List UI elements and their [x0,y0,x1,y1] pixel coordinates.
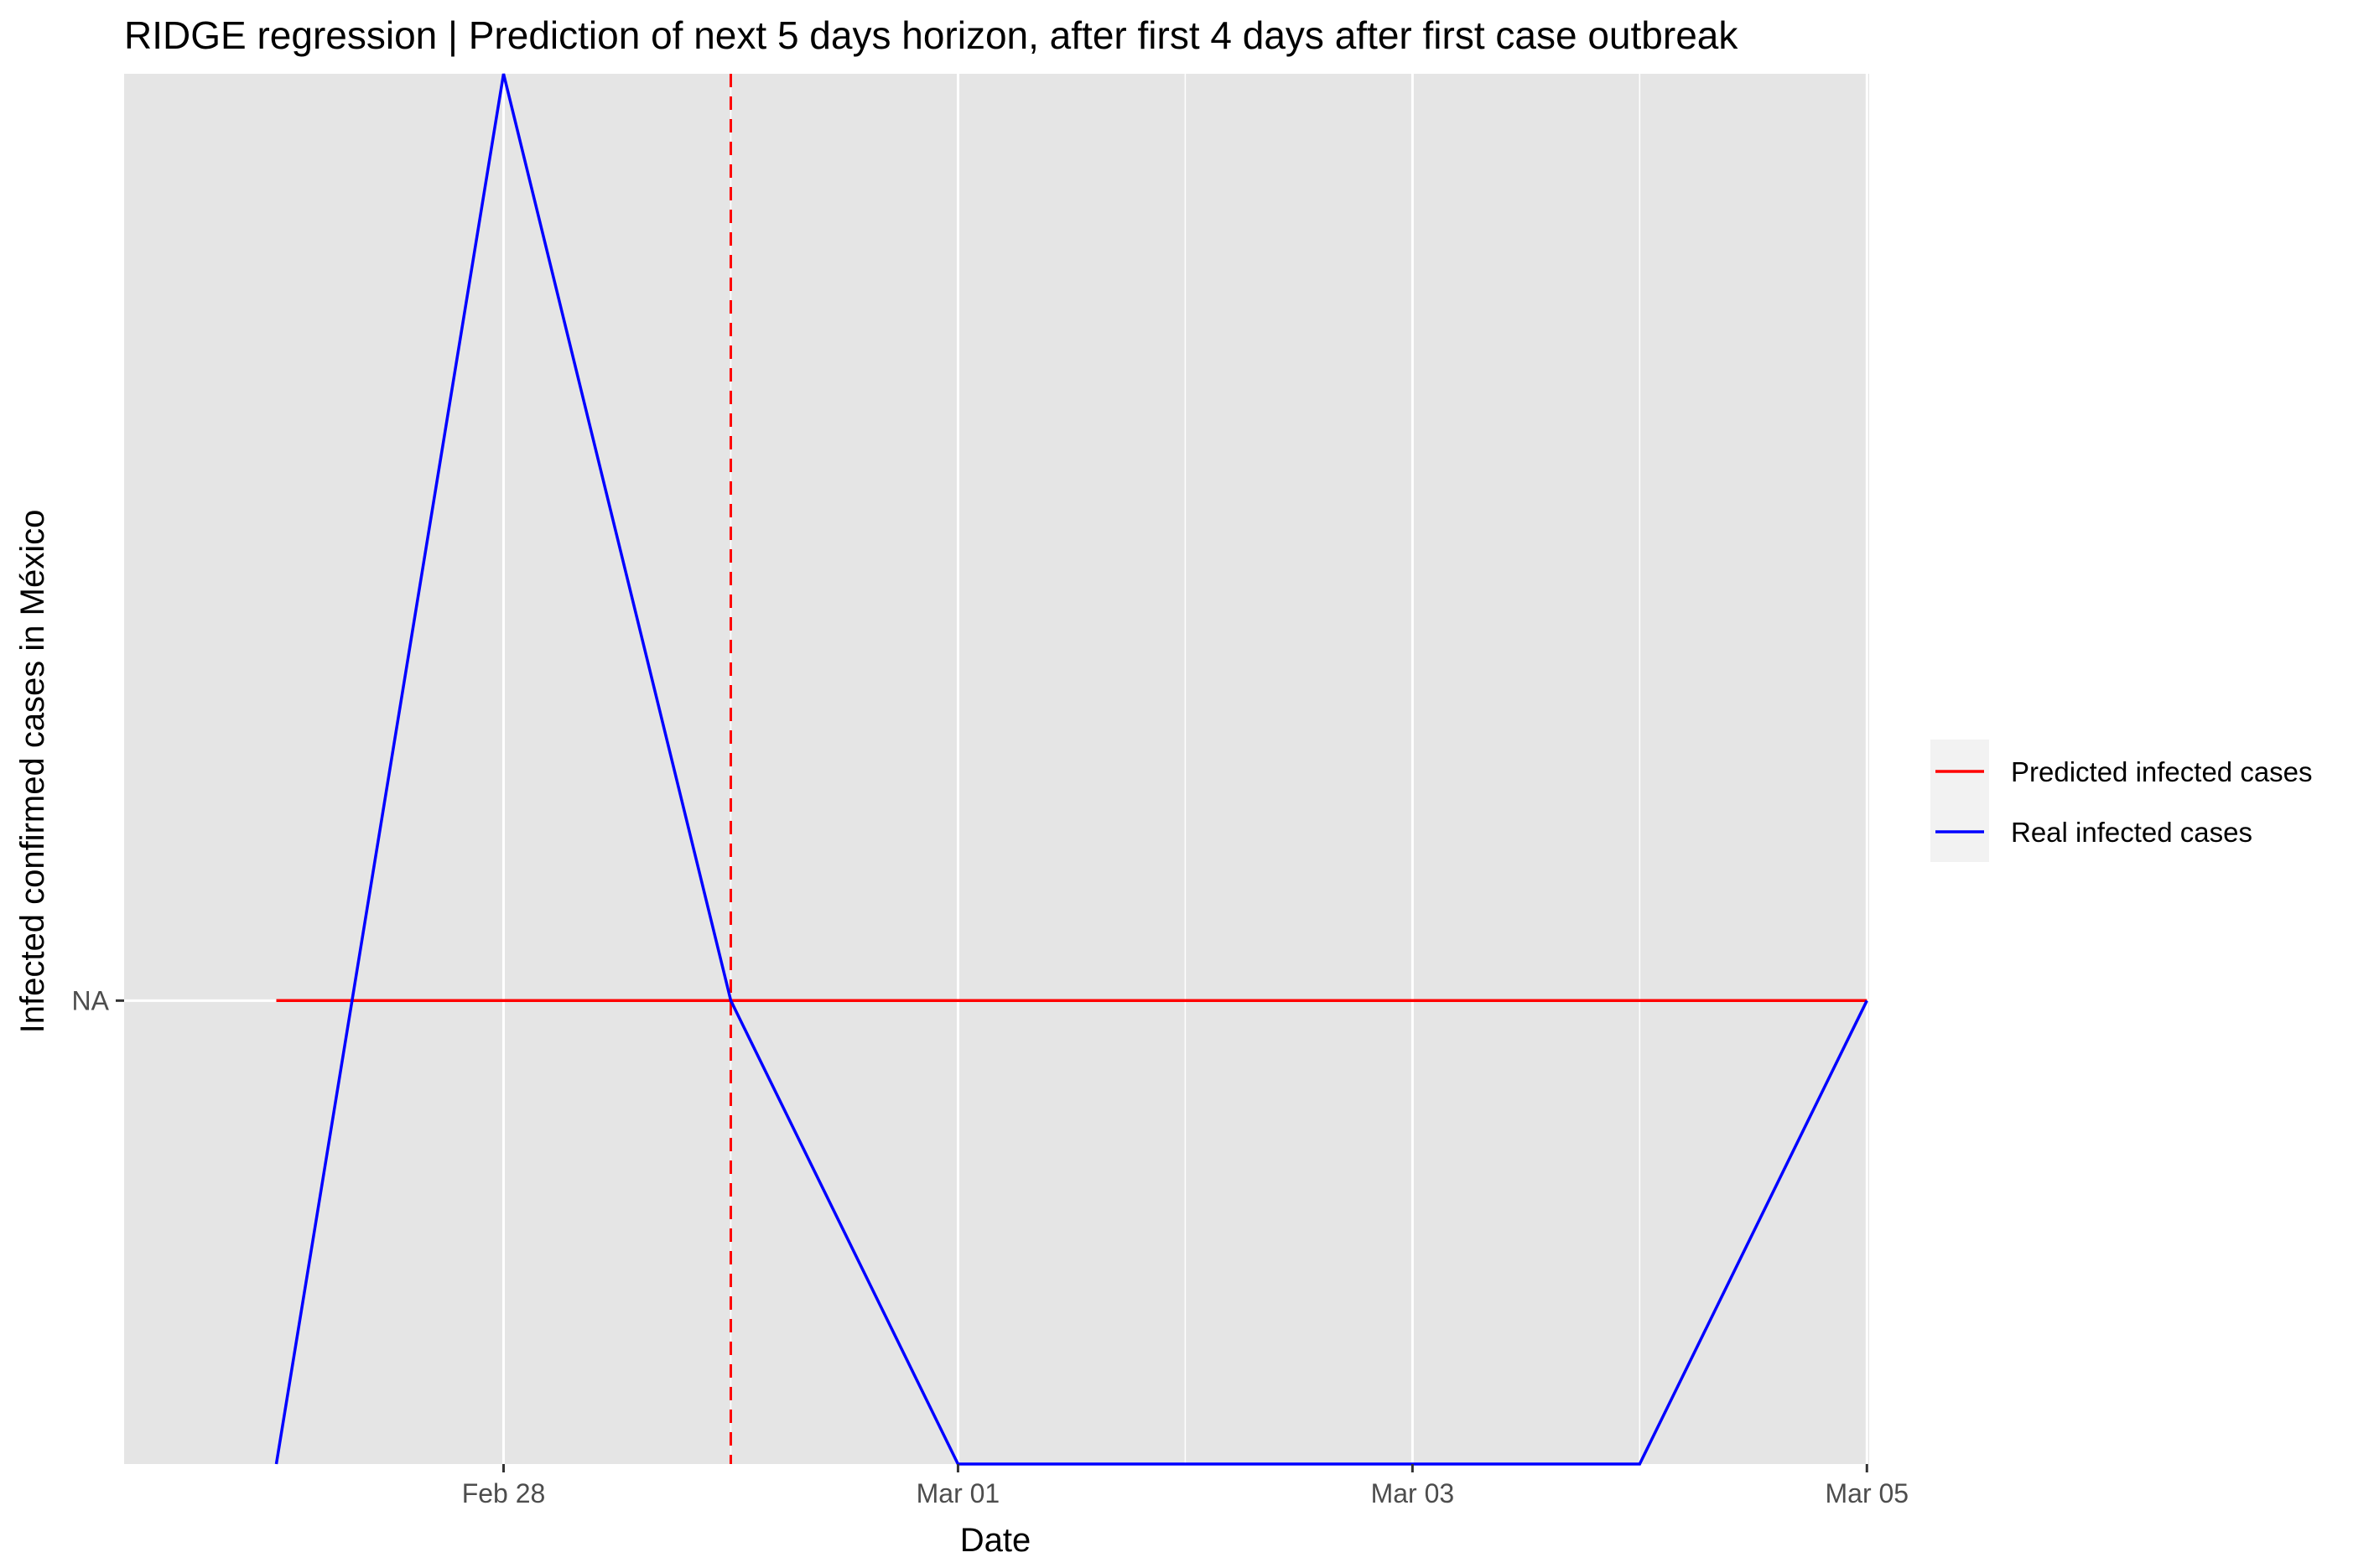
x-tick-label: Feb 28 [462,1478,546,1508]
x-tick-label: Mar 03 [1371,1478,1455,1508]
legend: Predicted infected cases Real infected ca… [1930,740,2313,862]
gridlines [124,74,1869,1464]
axes: Feb 28 Mar 01 Mar 03 Mar 05 NA [72,985,1909,1508]
series-line-1 [274,73,1868,1466]
x-axis-title: Date [960,1522,1031,1559]
series-layer [274,73,1868,1466]
x-tick-label: Mar 01 [917,1478,1000,1508]
legend-key-background [1930,740,1989,862]
chart-title: RIDGE regression | Prediction of next 5 … [124,13,1738,57]
x-tick-label: Mar 05 [1825,1478,1909,1508]
legend-label-1: Real infected cases [2011,817,2252,848]
y-tick-label: NA [72,985,110,1015]
plot-panel [124,74,1869,1464]
legend-label-0: Predicted infected cases [2011,756,2313,787]
y-axis-title: Infected confirmed cases in México [14,510,51,1034]
